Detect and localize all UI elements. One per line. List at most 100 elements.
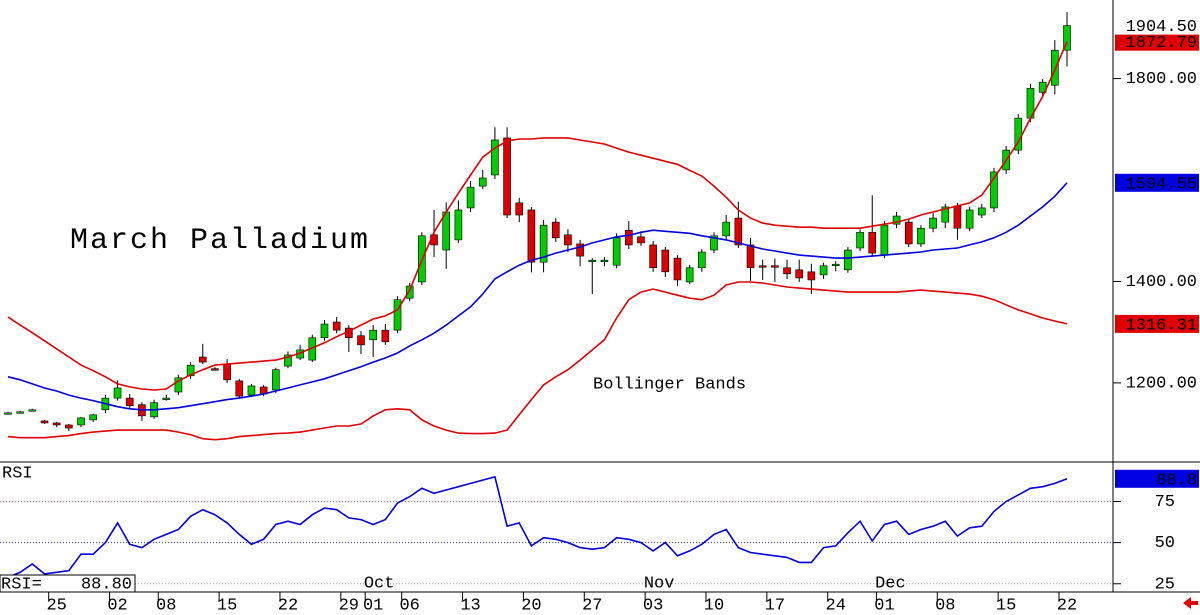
- candle-body: [4, 412, 12, 415]
- candle-body: [454, 209, 463, 241]
- candle-body: [661, 249, 670, 273]
- month-label: Oct: [364, 574, 395, 593]
- candle-body: [235, 380, 244, 397]
- candle-body: [844, 249, 852, 271]
- candle-body: [819, 265, 828, 276]
- x-tick-label: 06: [399, 596, 419, 615]
- candle-body: [831, 263, 840, 267]
- x-tick-label: 17: [765, 596, 785, 615]
- candle-body: [28, 409, 37, 412]
- series-line: [7, 182, 1068, 411]
- candle-body: [1051, 49, 1059, 86]
- last-value-label: 1594.55: [1126, 175, 1197, 194]
- candle-body: [223, 363, 231, 381]
- readout-name: RSI=: [1, 575, 42, 594]
- candle-body: [77, 417, 85, 426]
- candle-body: [405, 285, 414, 299]
- candle-body: [941, 206, 950, 223]
- x-tick-label: 27: [582, 596, 602, 615]
- candle-body: [393, 299, 402, 331]
- x-tick-label: 25: [46, 596, 66, 615]
- x-tick-label: 29: [339, 596, 359, 615]
- x-tick-label: 20: [521, 596, 541, 615]
- candle-body: [917, 227, 925, 245]
- candle-body: [442, 211, 451, 251]
- candle-body: [491, 139, 499, 176]
- candle-body: [515, 202, 524, 216]
- candle-body: [52, 422, 61, 426]
- candle-body: [649, 244, 657, 269]
- x-tick-label: 24: [826, 596, 846, 615]
- candle-body: [284, 354, 292, 367]
- candle-body: [600, 259, 609, 262]
- candle-body: [113, 387, 122, 399]
- candle-body: [673, 257, 682, 281]
- candle-body: [685, 267, 694, 283]
- candle-body: [125, 397, 134, 407]
- candle-body: [977, 207, 986, 216]
- candle-body: [369, 329, 377, 341]
- candle-body: [247, 385, 256, 396]
- candle-body: [65, 424, 73, 429]
- candle-body: [576, 243, 584, 257]
- y-tick-label: 75: [1155, 493, 1175, 512]
- last-value-label-box: [1115, 32, 1199, 51]
- last-value-label: 1904.50: [1126, 18, 1197, 37]
- candle-body: [990, 171, 998, 209]
- candle-body: [198, 356, 207, 363]
- candle-body: [771, 265, 779, 268]
- candle-body: [953, 205, 962, 229]
- candle-body: [527, 209, 536, 263]
- y-tick-label: 1800.00: [1126, 70, 1197, 89]
- x-tick-label: 08: [156, 596, 176, 615]
- candle-body: [734, 217, 743, 246]
- last-value-label: 1316.31: [1126, 316, 1197, 335]
- x-tick-label: 01: [363, 596, 383, 615]
- candle-body: [904, 221, 913, 245]
- candle-body: [698, 251, 706, 269]
- x-tick-label: 15: [217, 596, 237, 615]
- last-value-label: 1872.79: [1126, 34, 1197, 53]
- y-tick-label: 50: [1155, 534, 1175, 553]
- candle-body: [332, 321, 341, 331]
- series-line: [7, 281, 1068, 441]
- candle-body: [1063, 25, 1071, 51]
- candle-body: [929, 217, 937, 229]
- candle-body: [746, 244, 755, 269]
- x-tick-label: 01: [874, 596, 894, 615]
- candle-body: [211, 368, 219, 371]
- readout-box: [0, 574, 136, 593]
- last-value-label-box: [1115, 16, 1199, 35]
- candle-body: [795, 269, 804, 279]
- candle-body: [40, 420, 49, 424]
- candle-body: [722, 221, 730, 237]
- x-tick-label: 02: [107, 596, 127, 615]
- candle-body: [466, 186, 475, 209]
- x-tick-label: 08: [935, 596, 955, 615]
- candle-body: [868, 231, 877, 254]
- candle-body: [807, 271, 816, 281]
- candle-body: [965, 209, 974, 229]
- candle-body: [162, 397, 171, 400]
- candle-body: [856, 231, 864, 249]
- month-label: Nov: [644, 574, 675, 593]
- x-tick-label: 15: [996, 596, 1016, 615]
- candle-body: [637, 236, 645, 244]
- x-tick-label: 13: [460, 596, 480, 615]
- nav-arrow-icon[interactable]: [1183, 597, 1198, 609]
- chart-title: March Palladium: [70, 224, 370, 258]
- x-tick-label: 03: [643, 596, 663, 615]
- candle-body: [588, 259, 597, 262]
- x-tick-label: 22: [278, 596, 298, 615]
- series-line: [7, 41, 1068, 391]
- candle-body: [357, 335, 365, 346]
- last-value-label-box: [1115, 469, 1199, 488]
- y-tick-label: 1200.00: [1126, 374, 1197, 393]
- candle-body: [174, 377, 183, 393]
- candle-body: [783, 267, 791, 275]
- candle-body: [892, 215, 901, 225]
- candle-body: [624, 229, 633, 246]
- y-tick-label: 25: [1155, 575, 1175, 594]
- candle-body: [880, 224, 889, 256]
